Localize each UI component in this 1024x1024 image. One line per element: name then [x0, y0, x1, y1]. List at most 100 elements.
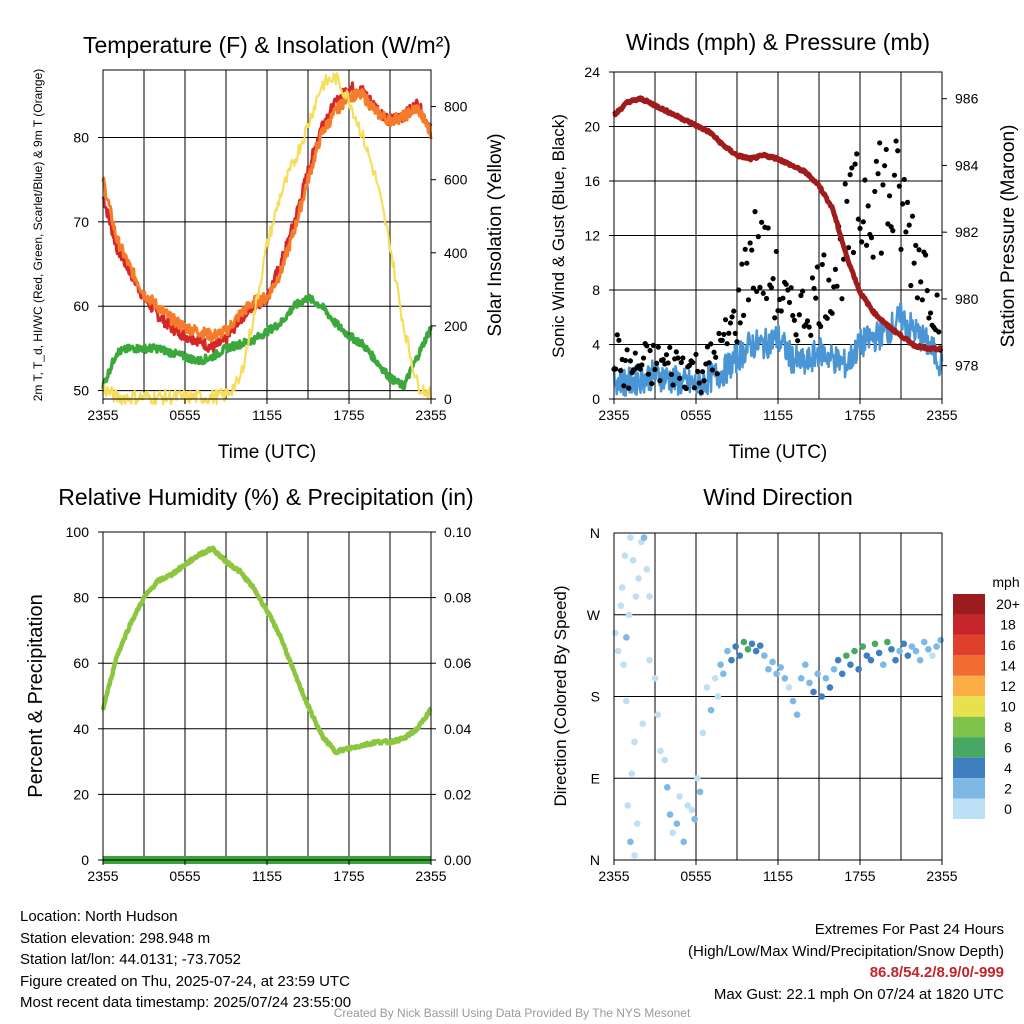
direction-point: [629, 556, 637, 564]
gust-point: [826, 277, 832, 283]
colorbar-label: 4: [1004, 760, 1012, 776]
direction-y-tick-label: S: [591, 689, 600, 705]
created-line: Figure created on Thu, 2025-07-24, at 23…: [20, 972, 350, 990]
gust-point: [854, 151, 860, 157]
direction-point: [676, 793, 683, 800]
elevation-line: Station elevation: 298.948 m: [20, 929, 211, 947]
gust-point: [857, 225, 863, 231]
gust-point: [918, 279, 924, 285]
station-info: Location: North Hudson Station elevation…: [20, 906, 351, 1014]
gust-point: [626, 385, 632, 391]
gust-point: [660, 357, 666, 363]
gust-point: [855, 216, 861, 222]
gust-point: [701, 378, 707, 384]
gust-point: [839, 296, 845, 302]
humidity-left-ylabel: Percent & Precipitation: [25, 594, 47, 797]
gust-point: [773, 248, 779, 255]
direction-point: [888, 645, 895, 653]
direction-point: [855, 665, 862, 673]
temperature-y2-tick-label: 600: [444, 172, 468, 188]
gust-point: [714, 371, 720, 377]
winds-y-tick-label: 0: [592, 391, 600, 407]
gust-point: [896, 183, 902, 189]
humidity-x-tick-label: 1155: [252, 868, 282, 884]
recent-data-line: Most recent data timestamp: 2025/07/24 2…: [20, 994, 352, 1011]
gust-point: [640, 355, 647, 361]
gust-point: [806, 324, 812, 330]
gust-point: [644, 343, 650, 349]
direction-point: [937, 636, 944, 644]
humidity-y2-tick-label: 0.02: [444, 786, 471, 802]
gust-point: [719, 337, 725, 343]
direction-point: [777, 664, 785, 671]
direction-x-tick-label: 0555: [680, 868, 711, 884]
colorbar-swatch: [953, 655, 985, 676]
gust-point: [834, 283, 840, 289]
winds-y2-tick-label: 980: [955, 291, 979, 307]
direction-point: [814, 670, 821, 678]
gust-point: [624, 347, 630, 353]
direction-point: [826, 684, 834, 691]
gust-point: [677, 375, 683, 381]
temperature-x-tick-label: 2355: [415, 407, 446, 423]
gust-point: [655, 344, 661, 350]
direction-point: [773, 670, 780, 678]
temperature-y-tick-label: 70: [73, 214, 89, 230]
gust-point: [900, 201, 906, 207]
winds-panel: Winds (mph) & Pressure (mb) Sonic Wind &…: [549, 29, 1019, 463]
gust-point: [650, 342, 656, 348]
temperature-right-ylabel: Solar Insolation (Yellow): [485, 133, 506, 336]
humidity-y-tick-label: 60: [73, 655, 89, 671]
gust-point: [786, 299, 793, 306]
gust-point: [904, 199, 911, 205]
direction-point: [632, 593, 640, 600]
gust-point: [860, 219, 866, 225]
gust-point: [829, 310, 835, 316]
humidity-y-tick-label: 100: [66, 524, 90, 540]
gust-point: [693, 351, 699, 358]
direction-point: [769, 658, 776, 666]
gust-point: [811, 285, 817, 292]
direction-point: [614, 647, 622, 655]
gust-point: [726, 330, 732, 336]
gust-point: [724, 341, 730, 347]
temperature-y2-tick-label: 0: [444, 391, 452, 407]
gust-point: [790, 313, 796, 319]
gust-point: [616, 337, 622, 343]
direction-point: [651, 675, 659, 682]
gust-point: [798, 292, 804, 299]
direction-left-ylabel: Direction (Colored By Speed): [551, 585, 570, 806]
gust-point: [737, 320, 743, 326]
direction-point: [617, 602, 625, 609]
gust-point: [621, 383, 627, 389]
extremes-info: Extremes For Past 24 Hours (High/Low/Max…: [688, 919, 1004, 1005]
gust-point: [796, 312, 802, 318]
gust-point: [909, 213, 916, 219]
rh-line: [100, 545, 433, 756]
gust-point: [678, 359, 684, 366]
direction-point: [797, 675, 805, 682]
gust-point: [865, 203, 871, 209]
direction-point: [912, 647, 920, 655]
colorbar-swatch: [953, 594, 985, 615]
humidity-title: Relative Humidity (%) & Precipitation (i…: [58, 484, 473, 510]
gust-point: [819, 261, 825, 268]
direction-point: [654, 711, 662, 718]
direction-y-tick-label: N: [590, 852, 600, 868]
humidity-panel: Relative Humidity (%) & Precipitation (i…: [25, 484, 474, 884]
direction-point: [789, 697, 797, 705]
gust-point: [759, 219, 765, 225]
gust-point: [754, 288, 760, 294]
winds-y2-tick-label: 986: [955, 91, 979, 107]
winds-x-tick-label: 2355: [598, 407, 629, 423]
gust-point: [908, 282, 914, 289]
direction-point: [691, 815, 698, 823]
temperature-title: Temperature (F) & Insolation (W/m²): [83, 32, 451, 58]
gust-point: [882, 163, 888, 169]
direction-point: [633, 820, 641, 827]
direction-point: [847, 661, 854, 669]
gust-point: [883, 146, 889, 153]
temperature-x-tick-label: 1755: [333, 407, 364, 423]
humidity-y-tick-label: 0: [81, 852, 89, 868]
gust-point: [849, 165, 855, 171]
